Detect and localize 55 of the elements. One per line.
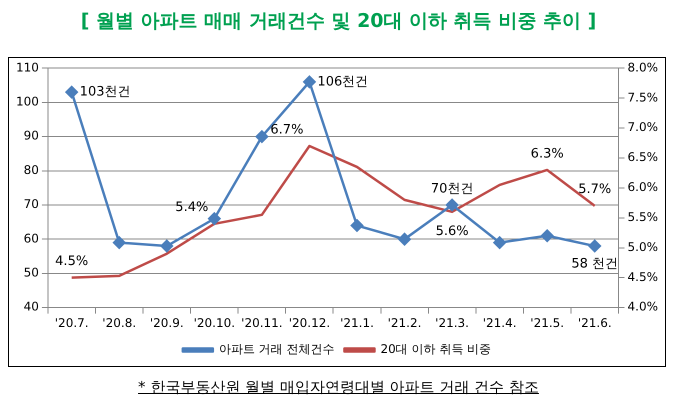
x-tick-label: '21.5. bbox=[530, 316, 564, 330]
x-tick-label: '20.11. bbox=[241, 316, 283, 330]
data-label: 103천건 bbox=[80, 84, 131, 100]
point bbox=[540, 230, 554, 242]
point bbox=[446, 198, 458, 212]
data-label: 5.4% bbox=[175, 200, 208, 216]
y-tick-label: 40 bbox=[24, 300, 39, 314]
x-tick-label: '21.3. bbox=[435, 316, 470, 330]
legend-label: 아파트 거래 전체건수 bbox=[218, 342, 334, 356]
data-label: 106천건 bbox=[317, 74, 368, 90]
point bbox=[112, 236, 126, 249]
text: * 한국부동산원 월별 매입자연령대별 아파트 거래 건수 참조 bbox=[138, 378, 539, 396]
y-tick-label: 110 bbox=[16, 60, 39, 74]
point bbox=[303, 76, 316, 88]
y2-tick-label: 5.0% bbox=[628, 240, 658, 254]
y2-tick-label: 4.5% bbox=[628, 270, 658, 284]
point bbox=[588, 240, 601, 252]
point bbox=[398, 232, 411, 246]
point bbox=[493, 236, 506, 249]
x-tick-label: '21.1. bbox=[340, 316, 374, 330]
x-tick-label: '21.6. bbox=[578, 316, 612, 330]
data-label: 4.5% bbox=[55, 254, 88, 270]
data-label: 70천건 bbox=[430, 181, 474, 196]
x-tick-label: '20.12. bbox=[288, 316, 330, 330]
point bbox=[350, 219, 364, 232]
point bbox=[160, 240, 174, 252]
y2-tick-label: 4.0% bbox=[628, 300, 658, 314]
y2-tick-label: 5.5% bbox=[628, 210, 658, 224]
y-tick-label: 60 bbox=[24, 231, 39, 246]
data-label: 5.7% bbox=[578, 182, 612, 198]
point bbox=[65, 86, 78, 98]
data-label: 6.7% bbox=[270, 122, 304, 138]
data-label: 58 천건 bbox=[571, 256, 618, 272]
y-tick-label: 90 bbox=[24, 128, 39, 143]
y2-tick-label: 8.0% bbox=[628, 60, 658, 74]
point bbox=[208, 212, 221, 225]
y2-tick-label: 6.0% bbox=[628, 180, 658, 194]
y-tick-label: 100 bbox=[16, 94, 39, 109]
x-tick-label: '20.7. bbox=[54, 316, 89, 330]
y-tick-label: 50 bbox=[24, 266, 39, 280]
x-tick-label: '21.4. bbox=[482, 316, 517, 330]
x-tick-label: '20.8. bbox=[102, 316, 136, 330]
legend-label: 20대 이하 취득 비중 bbox=[380, 342, 492, 356]
x-tick-label: '20.10. bbox=[194, 316, 236, 330]
point bbox=[256, 130, 268, 143]
y-tick-label: 80 bbox=[24, 162, 39, 177]
x-tick-label: '21.2. bbox=[388, 316, 422, 330]
data-label: 6.3% bbox=[530, 146, 564, 162]
y2-tick-label: 6.5% bbox=[628, 150, 658, 164]
y-tick-label: 70 bbox=[24, 197, 39, 212]
y2-tick-label: 7.0% bbox=[628, 120, 658, 134]
y2-tick-label: 7.5% bbox=[628, 90, 658, 104]
chart-title: [ 월별 아파트 매매 거래건수 및 20대 이하 취득 비중 추이 ] bbox=[80, 9, 598, 34]
x-tick-label: '20.9. bbox=[150, 316, 184, 330]
data-label: 5.6% bbox=[436, 224, 469, 240]
